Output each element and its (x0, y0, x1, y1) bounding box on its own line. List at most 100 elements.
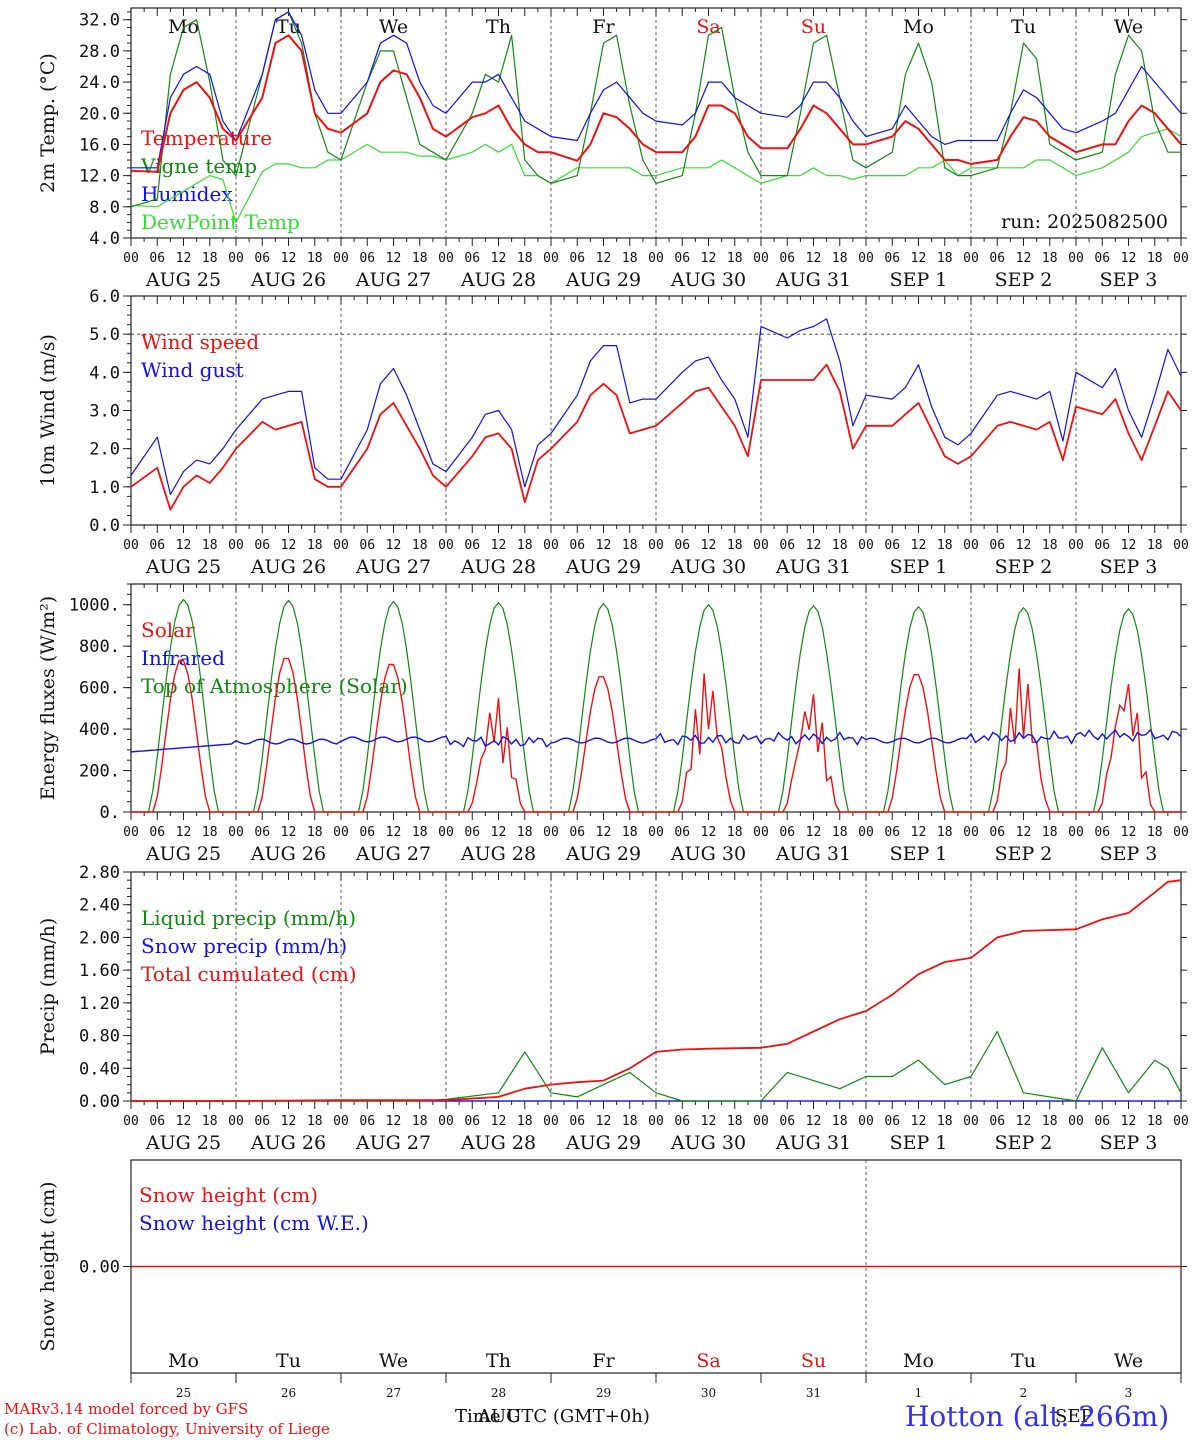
date-label: SEP 1 (890, 843, 948, 865)
hour-tick-label: 12 (386, 825, 402, 840)
hour-tick-label: 18 (517, 538, 533, 553)
y-axis-label: 10m Wind (m/s) (37, 334, 59, 487)
hour-tick-label: 00 (123, 825, 139, 840)
series-solar (131, 657, 1181, 813)
date-label: AUG 27 (355, 556, 431, 578)
series-total-cumulated (131, 879, 1182, 1102)
y-tick-label: 200. (79, 762, 120, 782)
hour-tick-label: 00 (543, 1114, 559, 1129)
y-tick-label: 4.0 (89, 363, 120, 383)
hour-tick-label: 00 (438, 825, 454, 840)
y-tick-label: 16.0 (79, 135, 120, 155)
hour-tick-label: 18 (937, 1114, 953, 1129)
hour-tick-label: 18 (727, 251, 743, 266)
y-tick-label: 0.00 (79, 1092, 120, 1112)
hour-tick-label: 06 (359, 825, 375, 840)
hour-tick-label: 00 (753, 251, 769, 266)
hour-tick-label: 00 (648, 1114, 664, 1129)
model-credit: MARv3.14 model forced by GFS (4, 1400, 249, 1418)
hour-tick-label: 06 (464, 538, 480, 553)
hour-tick-label: 12 (491, 251, 507, 266)
day-number-label: 28 (491, 1386, 506, 1400)
hour-tick-label: 18 (517, 1114, 533, 1129)
hour-tick-label: 12 (176, 825, 192, 840)
hour-tick-label: 00 (228, 538, 244, 553)
hour-tick-label: 06 (884, 825, 900, 840)
hour-tick-label: 18 (622, 825, 638, 840)
hour-tick-label: 06 (149, 1114, 165, 1129)
hour-tick-label: 00 (1068, 1114, 1084, 1129)
hour-tick-label: 12 (386, 538, 402, 553)
hour-tick-label: 12 (806, 1114, 822, 1129)
date-label: SEP 2 (995, 556, 1053, 578)
legend-liquid-precip-mm-h-: Liquid precip (mm/h) (141, 906, 356, 930)
y-tick-label: 28.0 (79, 42, 120, 62)
hour-tick-label: 12 (1121, 538, 1137, 553)
hour-tick-label: 06 (1094, 538, 1110, 553)
day-number-label: 27 (386, 1386, 401, 1400)
date-label: SEP 1 (890, 269, 948, 291)
weekday-label: We (379, 16, 408, 38)
hour-tick-label: 18 (412, 1114, 428, 1129)
date-label: AUG 28 (460, 269, 536, 291)
hour-tick-label: 12 (701, 825, 717, 840)
hour-tick-label: 00 (858, 1114, 874, 1129)
date-label: AUG 28 (460, 556, 536, 578)
hour-tick-label: 00 (648, 251, 664, 266)
y-tick-label: 2.40 (79, 896, 120, 916)
hour-tick-label: 06 (884, 538, 900, 553)
hour-tick-label: 12 (701, 251, 717, 266)
hour-tick-label: 00 (438, 1114, 454, 1129)
legend-snow-precip-mm-h-: Snow precip (mm/h) (141, 934, 347, 958)
hour-tick-label: 12 (281, 1114, 297, 1129)
hour-tick-label: 12 (911, 1114, 927, 1129)
panel-2 (123, 295, 1187, 533)
series-liquid-precip (131, 1030, 1182, 1102)
hour-tick-label: 12 (1121, 825, 1137, 840)
y-tick-label: 400. (79, 720, 120, 740)
legend-snow-height-cm-w-e-: Snow height (cm W.E.) (139, 1211, 369, 1235)
hour-tick-label: 00 (1173, 825, 1189, 840)
series-wind-gust (130, 318, 1182, 496)
hour-tick-label: 12 (491, 825, 507, 840)
hour-tick-label: 06 (254, 538, 270, 553)
hour-tick-label: 00 (438, 538, 454, 553)
y-tick-label: 5.0 (89, 325, 120, 345)
hour-tick-label: 12 (911, 538, 927, 553)
hour-tick-label: 18 (307, 1114, 323, 1129)
day-number-label: 30 (701, 1386, 716, 1400)
legend-snow-height-cm-: Snow height (cm) (139, 1183, 318, 1207)
hour-tick-label: 06 (779, 1114, 795, 1129)
date-label: AUG 31 (775, 269, 851, 291)
y-tick-label: 0.0 (89, 516, 120, 536)
date-label: AUG 30 (670, 1132, 746, 1154)
y-tick-label: 600. (79, 679, 120, 699)
legend-temperature: Temperature (141, 126, 272, 150)
hour-tick-label: 00 (333, 825, 349, 840)
legend-solar: Solar (141, 618, 195, 642)
hour-tick-label: 06 (359, 1114, 375, 1129)
hour-tick-label: 00 (1068, 825, 1084, 840)
hour-tick-label: 12 (701, 538, 717, 553)
hour-tick-label: 00 (963, 825, 979, 840)
legend-wind-gust: Wind gust (141, 358, 244, 382)
hour-tick-label: 12 (176, 538, 192, 553)
hour-tick-label: 12 (596, 251, 612, 266)
hour-tick-label: 18 (1042, 1114, 1058, 1129)
legend-humidex: Humidex (141, 182, 233, 206)
date-label: AUG 25 (145, 269, 221, 291)
hour-tick-label: 06 (779, 825, 795, 840)
legend-dewpoint-temp: DewPoint Temp (141, 210, 300, 234)
hour-tick-label: 18 (202, 825, 218, 840)
hour-tick-label: 12 (596, 1114, 612, 1129)
hour-tick-label: 06 (989, 825, 1005, 840)
hour-tick-label: 18 (202, 1114, 218, 1129)
hour-tick-label: 06 (149, 825, 165, 840)
legend-top-of-atmosphere-solar-: Top of Atmosphere (Solar) (141, 674, 408, 698)
hour-tick-label: 06 (884, 1114, 900, 1129)
hour-tick-label: 00 (123, 538, 139, 553)
hour-tick-label: 18 (622, 251, 638, 266)
weekday-label: Th (486, 1350, 511, 1372)
hour-tick-label: 18 (1147, 1114, 1163, 1129)
